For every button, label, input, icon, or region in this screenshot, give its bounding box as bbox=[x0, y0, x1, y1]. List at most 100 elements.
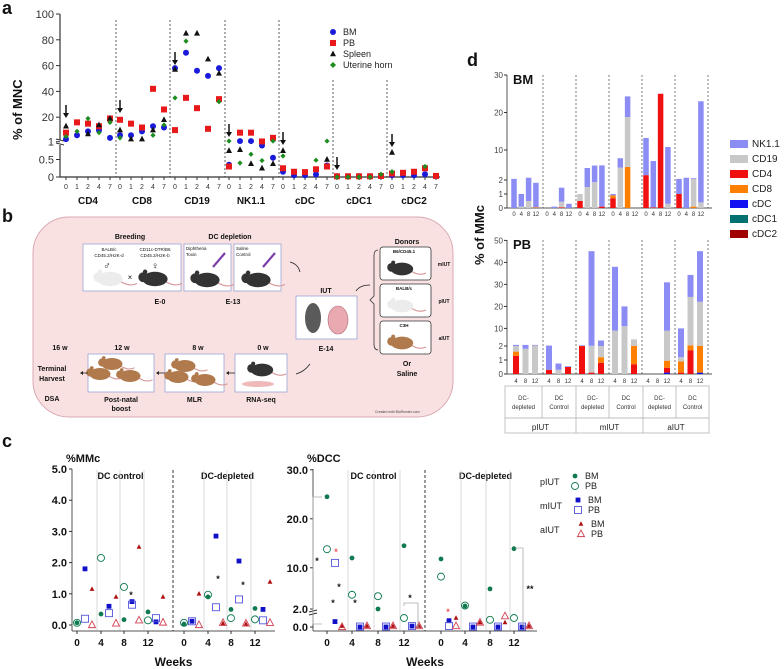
donor-mouse-icon-tail bbox=[411, 307, 427, 312]
flow-arrow-icon bbox=[295, 363, 311, 375]
category-label: CD19 bbox=[184, 196, 210, 207]
x-tick-label: 12 bbox=[598, 379, 605, 385]
bar-segment-cd19 bbox=[624, 117, 631, 167]
bar-segment-nk11 bbox=[565, 366, 571, 367]
x-tick-label: 4 bbox=[349, 638, 355, 649]
data-point-aiut-bm bbox=[390, 623, 396, 628]
data-point-miut-bm bbox=[236, 558, 242, 564]
bar-segment-nk11 bbox=[598, 340, 604, 346]
x-tick-label: 8 bbox=[228, 638, 234, 649]
pregnant-mouse-icon-head bbox=[241, 273, 252, 284]
x-tick-label: 4 bbox=[586, 212, 590, 218]
x-tick-label: 1 bbox=[292, 184, 296, 191]
data-point-pb bbox=[161, 106, 167, 113]
data-point-spleen bbox=[248, 160, 254, 166]
data-point-pb bbox=[172, 127, 178, 134]
data-point-aiut-bm bbox=[89, 586, 95, 591]
x-tick-label: 0 bbox=[118, 184, 122, 191]
data-point-aiut-pb bbox=[337, 622, 347, 631]
x-tick-label: 4 bbox=[423, 184, 427, 191]
data-point-piut-bm bbox=[324, 494, 330, 500]
bar-segment-nk11 bbox=[591, 165, 598, 183]
legend-marker bbox=[330, 29, 336, 35]
data-point-aiut-bm bbox=[364, 623, 370, 628]
data-point-bm bbox=[74, 132, 80, 139]
bar-segment-nk11 bbox=[525, 177, 532, 201]
data-point-spleen bbox=[237, 146, 243, 152]
donor-group-label: mIUT bbox=[438, 262, 451, 268]
y-tick-label: 1.0 bbox=[52, 589, 67, 601]
category-label: NK1.1 bbox=[237, 196, 266, 207]
data-point-piut-pb bbox=[144, 616, 152, 625]
pregnant-mouse-icon-tail bbox=[268, 282, 286, 287]
significance-marker: * bbox=[331, 598, 335, 608]
x-tick-label: 12 bbox=[697, 379, 704, 385]
donor-mouse-icon-ear bbox=[391, 334, 396, 339]
bar-segment-cd4 bbox=[650, 207, 657, 208]
data-point-pb bbox=[205, 125, 211, 132]
step-label: DSA bbox=[45, 396, 60, 403]
data-point-pb bbox=[63, 129, 69, 136]
x-tick-label: 0 bbox=[390, 184, 394, 191]
bar-segment-cd4 bbox=[579, 346, 585, 374]
x-tick-label: 8 bbox=[659, 212, 663, 218]
data-point-spleen bbox=[389, 149, 395, 155]
y-tick-label: 0.0 bbox=[52, 620, 67, 632]
y-tick-label: 2 bbox=[499, 176, 504, 185]
data-point-piut-pb bbox=[374, 592, 382, 601]
bar-segment-nk11 bbox=[551, 206, 558, 208]
brown-mouse-icon-tail bbox=[138, 377, 153, 382]
x-tick-label: 4 bbox=[679, 379, 683, 385]
x-tick-label: 8 bbox=[527, 212, 531, 218]
white-mouse-icon-tail bbox=[120, 281, 138, 286]
data-point-bm bbox=[422, 171, 428, 178]
pregnant-mouse-icon-tail bbox=[217, 282, 235, 287]
data-point-piut-pb bbox=[251, 615, 259, 624]
pregnant-mouse-icon-ear bbox=[194, 270, 200, 276]
category-label: cDC1 bbox=[346, 196, 372, 207]
x-tick-label: 12 bbox=[698, 212, 705, 218]
data-point-pb bbox=[128, 120, 134, 127]
saline-label: Control bbox=[236, 252, 251, 257]
bar-segment-nk11 bbox=[678, 328, 684, 358]
data-point-uterine-horn bbox=[117, 135, 123, 141]
y-axis-label: % of MMc bbox=[472, 205, 487, 265]
y-tick-label: 10 bbox=[494, 146, 503, 155]
bar-segment-cd4 bbox=[676, 194, 682, 208]
group-label: DC bbox=[688, 396, 697, 402]
legend-marker bbox=[574, 506, 582, 514]
bar-segment-cdc bbox=[697, 372, 703, 374]
data-point-miut-pb bbox=[356, 622, 364, 631]
x-tick-label: 0 bbox=[181, 638, 187, 649]
y-tick-label: 5.0 bbox=[52, 464, 67, 476]
black-mouse-icon-ear bbox=[142, 269, 148, 275]
bar-segment-cd19 bbox=[631, 339, 637, 346]
data-point-miut-pb bbox=[445, 622, 453, 631]
brown-mouse-icon-ear bbox=[101, 356, 106, 360]
timepoint-label: 0 w bbox=[257, 345, 269, 352]
group-title: DC control bbox=[351, 471, 397, 481]
step-label: RNA-seq bbox=[246, 397, 276, 404]
x-tick-label: 12 bbox=[599, 212, 606, 218]
x-tick-label: 8 bbox=[626, 212, 630, 218]
legend-label: BM bbox=[585, 471, 599, 481]
data-point-miut-bm bbox=[82, 566, 88, 572]
x-tick-label: 0 bbox=[74, 638, 80, 649]
donor-mouse-icon-tail bbox=[411, 270, 427, 275]
x-tick-label: 4 bbox=[619, 212, 623, 218]
data-point-piut-bm bbox=[181, 621, 187, 627]
data-point-bm bbox=[313, 171, 319, 178]
y-tick-label: 0.5 bbox=[39, 155, 54, 167]
mother-with-pups-icon-head bbox=[247, 364, 256, 373]
data-point-miut-pb bbox=[382, 622, 390, 631]
bar-segment-nk11 bbox=[664, 282, 670, 331]
legend-label: NK1.1 bbox=[752, 139, 780, 150]
data-point-piut-pb bbox=[323, 545, 331, 554]
data-point-miut-pb bbox=[235, 595, 243, 604]
data-point-piut-bm bbox=[487, 586, 493, 592]
donor-mouse-icon bbox=[390, 336, 414, 350]
legend-label: Uterine horn bbox=[343, 60, 393, 70]
significance-marker: * bbox=[334, 547, 338, 557]
bar-segment-cd19 bbox=[522, 348, 529, 374]
data-point-aiut-pb bbox=[241, 618, 251, 627]
